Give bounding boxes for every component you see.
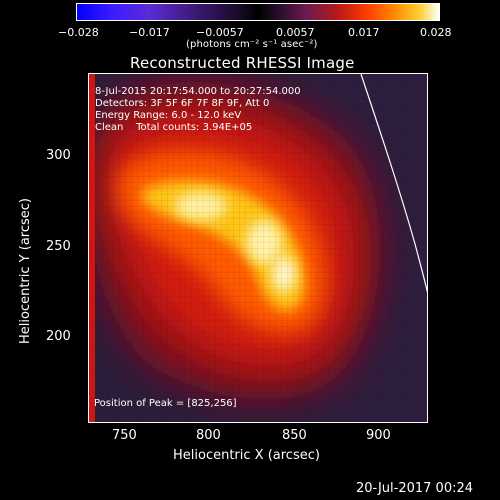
x-tick: 750 — [112, 428, 137, 443]
x-axis-label: Heliocentric X (arcsec) — [173, 448, 320, 463]
colorbar-tick: −0.0057 — [196, 26, 244, 39]
energy-range: Energy Range: 6.0 - 12.0 keV — [95, 110, 242, 121]
colorbar — [76, 3, 440, 21]
colorbar-tick: −0.028 — [58, 26, 99, 39]
colorbar-tick: 0.028 — [420, 26, 452, 39]
image-title: Reconstructed RHESSI Image — [130, 54, 355, 72]
x-tick: 850 — [282, 428, 307, 443]
peak-position: Position of Peak = [825,256] — [94, 398, 237, 409]
method-counts: Clean Total counts: 3.94E+05 — [95, 122, 253, 133]
time-range: 8-Jul-2015 20:17:54.000 to 20:27:54.000 — [95, 86, 301, 97]
x-tick: 800 — [196, 428, 221, 443]
info-overlay: 8-Jul-2015 20:17:54.000 to 20:27:54.000 D… — [95, 86, 301, 134]
colorbar-tick: 0.017 — [348, 26, 380, 39]
rhessi-image: 8-Jul-2015 20:17:54.000 to 20:27:54.000 D… — [88, 73, 428, 423]
timestamp: 20-Jul-2017 00:24 — [356, 481, 474, 496]
y-tick: 250 — [46, 239, 71, 254]
y-tick: 300 — [46, 148, 71, 163]
colorbar-tick: 0.0057 — [276, 26, 315, 39]
y-axis-label: Heliocentric Y (arcsec) — [18, 198, 33, 344]
y-tick: 200 — [46, 329, 71, 344]
colorbar-tick: −0.017 — [129, 26, 170, 39]
x-tick: 900 — [366, 428, 391, 443]
detectors: Detectors: 3F 5F 6F 7F 8F 9F, Att 0 — [95, 98, 270, 109]
colorbar-units: (photons cm⁻² s⁻¹ asec⁻²) — [186, 39, 318, 50]
